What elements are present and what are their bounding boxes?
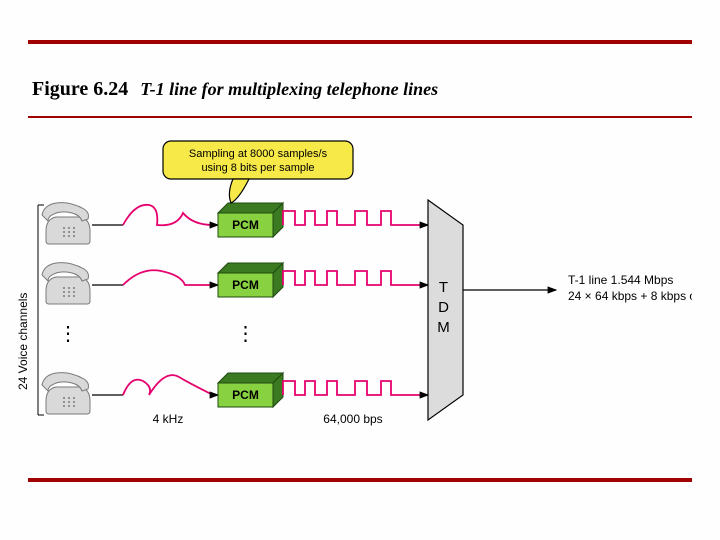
figure-number: Figure 6.24 — [32, 78, 128, 100]
rule-bottom — [28, 478, 692, 482]
svg-text:PCM: PCM — [232, 278, 259, 292]
svg-text:24 × 64 kbps + 8 kbps overhead: 24 × 64 kbps + 8 kbps overhead — [568, 289, 692, 303]
channels-label: 24 Voice channels — [16, 293, 30, 390]
svg-text:⋮: ⋮ — [58, 323, 78, 345]
svg-text:T: T — [439, 279, 448, 296]
svg-text:PCM: PCM — [232, 388, 259, 402]
svg-text:using 8 bits per sample: using 8 bits per sample — [201, 162, 314, 174]
figure-caption: Figure 6.24 T-1 line for multiplexing te… — [32, 78, 438, 101]
svg-text:64,000 bps: 64,000 bps — [323, 412, 382, 426]
rule-mid — [28, 116, 692, 118]
figure-title: T-1 line for multiplexing telephone line… — [140, 79, 438, 99]
svg-text:Sampling at 8000 samples/s: Sampling at 8000 samples/s — [189, 148, 328, 160]
svg-text:M: M — [437, 319, 450, 336]
rule-top — [28, 40, 692, 44]
svg-text:⋮: ⋮ — [236, 323, 256, 345]
svg-text:4 kHz: 4 kHz — [153, 412, 184, 426]
diagram-canvas: 24 Voice channels PCMPCMPCM⋮⋮4 kHz64,000… — [28, 130, 692, 470]
svg-text:D: D — [438, 299, 449, 316]
diagram-svg: PCM PCM PCM ⋮ ⋮ 4 kHz 64,000 bps TDM T-1 line 1.… — [28, 130, 692, 470]
svg-text:T-1 line 1.544 Mbps: T-1 line 1.544 Mbps — [568, 273, 673, 287]
svg-text:PCM: PCM — [232, 218, 259, 232]
